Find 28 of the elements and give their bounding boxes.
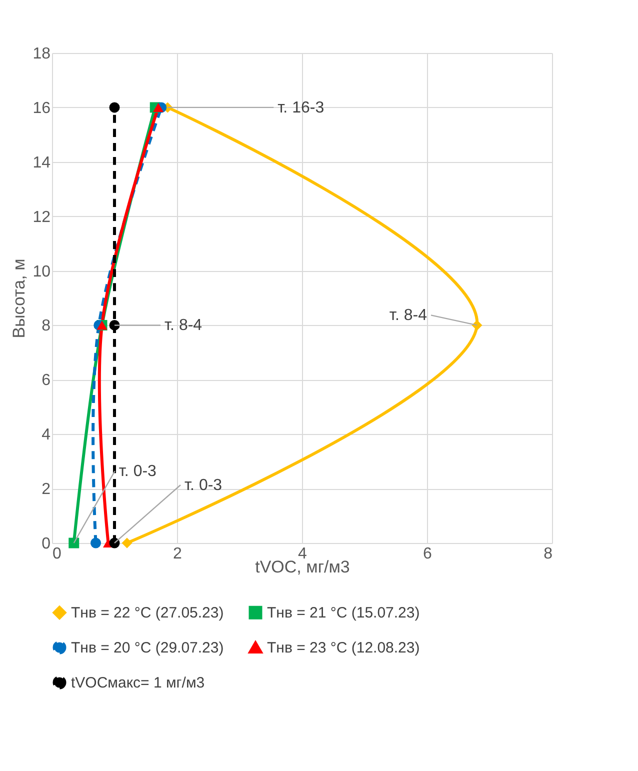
y-tick-label: 8 xyxy=(42,318,51,335)
annotation: т. 16-3 xyxy=(278,99,324,116)
x-tick-label: 0 xyxy=(52,546,62,562)
y-tick-label: 12 xyxy=(32,208,51,226)
y-tick-label: 10 xyxy=(32,263,51,280)
legend-label: tVOCмакс= 1 мг/м3 xyxy=(71,674,205,692)
y-tick-label: 16 xyxy=(32,100,51,117)
point xyxy=(122,538,132,548)
x-tick-label: 8 xyxy=(544,546,553,562)
x-tick-label: 2 xyxy=(173,546,182,562)
y-tick-label: 18 xyxy=(32,46,51,62)
y-axis-title: Высота, м xyxy=(10,258,29,338)
annotation: т. 0-3 xyxy=(184,477,222,494)
annotation: т. 8-4 xyxy=(389,307,428,324)
point xyxy=(90,538,101,548)
point xyxy=(109,102,120,113)
y-tick-label: 14 xyxy=(32,154,51,172)
annotation: т. 8-4 xyxy=(164,317,202,334)
legend-label: Tнв = 22 °C (27.05.23) xyxy=(71,604,224,622)
legend-label: Tнв = 20 °C (29.07.23) xyxy=(71,640,224,656)
legend-label: Tнв = 23 °C (12.08.23) xyxy=(267,640,420,656)
y-tick-label: 6 xyxy=(42,372,51,390)
annotation: т. 0-3 xyxy=(118,463,157,480)
legend-label: Tнв = 21 °C (15.07.23) xyxy=(267,604,420,622)
point xyxy=(153,102,164,112)
y-tick-label: 2 xyxy=(42,481,51,498)
y-tick-label: 4 xyxy=(42,426,51,444)
x-tick-label: 6 xyxy=(423,546,432,562)
